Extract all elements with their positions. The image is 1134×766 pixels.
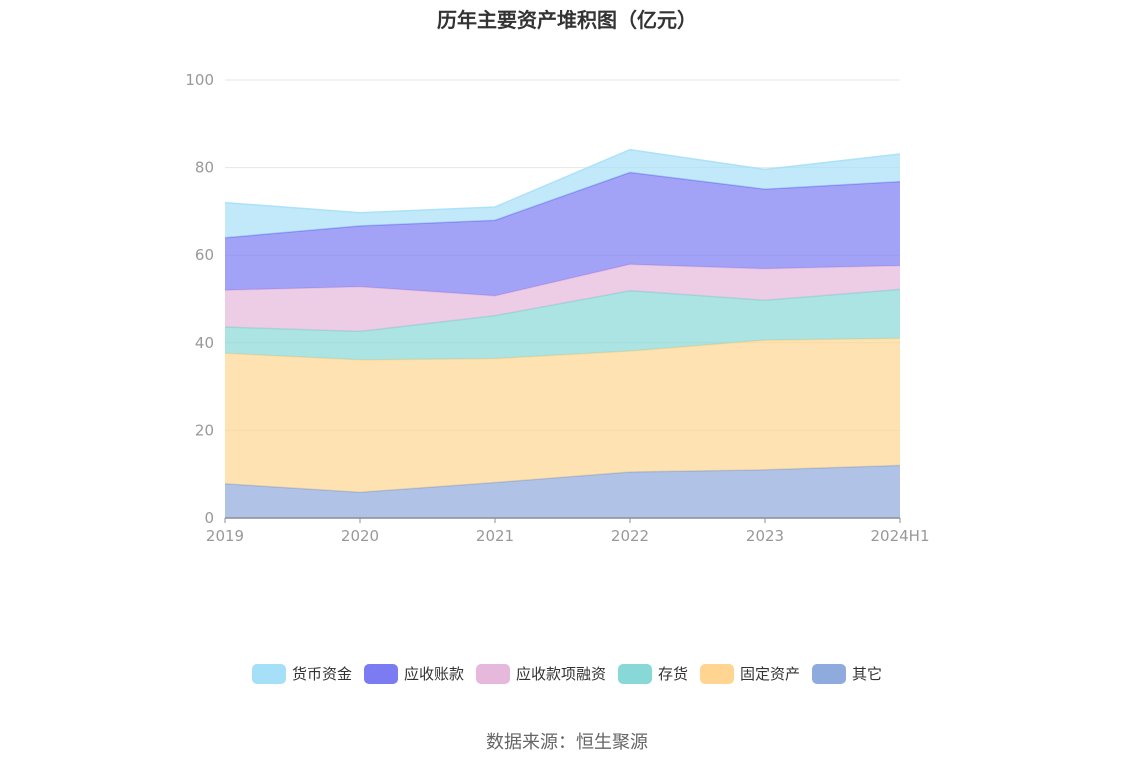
legend-item[interactable]: 存货 — [618, 663, 688, 684]
area-其它 — [225, 465, 900, 518]
area-应收账款 — [225, 172, 900, 296]
legend-swatch — [251, 663, 286, 684]
legend-swatch — [475, 663, 510, 684]
legend: 货币资金 应收账款 应收款项融资 存货 固定资产 其它 — [0, 663, 1134, 684]
x-tick-label: 2021 — [476, 527, 514, 545]
y-tick-label: 40 — [195, 334, 214, 352]
x-tick-label: 2024H1 — [871, 527, 930, 545]
y-tick-label: 0 — [204, 509, 214, 527]
legend-item[interactable]: 固定资产 — [700, 663, 800, 684]
legend-label: 应收款项融资 — [515, 665, 606, 683]
legend-swatch — [618, 663, 652, 684]
data-source-note: 数据来源：恒生聚源 — [486, 732, 648, 753]
axes: 0 20 40 60 80 100 2019 2020 2021 2022 2023 2024H1 — [185, 71, 929, 545]
legend-item[interactable]: 应收款项融资 — [475, 663, 606, 684]
x-tick-label: 2023 — [746, 527, 784, 545]
legend-swatch — [363, 663, 398, 684]
area-存货 — [225, 289, 900, 360]
x-tick-label: 2019 — [206, 527, 244, 545]
y-tick-label: 100 — [185, 71, 214, 89]
legend-swatch — [700, 663, 735, 684]
chart-title: 历年主要资产堆积图（亿元） — [437, 8, 697, 32]
area-货币资金 — [225, 149, 900, 238]
y-tick-label: 80 — [195, 159, 214, 177]
area-应收款项融资 — [225, 264, 900, 332]
legend-item[interactable]: 应收账款 — [363, 663, 464, 684]
x-tick-label: 2020 — [341, 527, 379, 545]
x-tick-label: 2022 — [611, 527, 649, 545]
legend-label: 固定资产 — [740, 665, 801, 683]
legend-item[interactable]: 其它 — [812, 663, 882, 684]
area-固定资产 — [225, 338, 900, 493]
legend-label: 其它 — [852, 665, 883, 683]
legend-label: 货币资金 — [291, 665, 352, 683]
legend-label: 应收账款 — [403, 665, 464, 683]
legend-swatch — [812, 663, 847, 684]
y-tick-label: 60 — [195, 246, 214, 264]
legend-item[interactable]: 货币资金 — [251, 663, 352, 684]
y-tick-label: 20 — [195, 421, 214, 439]
area-edge-货币资金 — [224, 148, 901, 214]
legend-label: 存货 — [658, 665, 689, 683]
stacked-area-chart: 0 20 40 60 80 100 2019 2020 2021 2022 2023 2024H1 — [185, 71, 929, 545]
area-series — [224, 148, 901, 518]
